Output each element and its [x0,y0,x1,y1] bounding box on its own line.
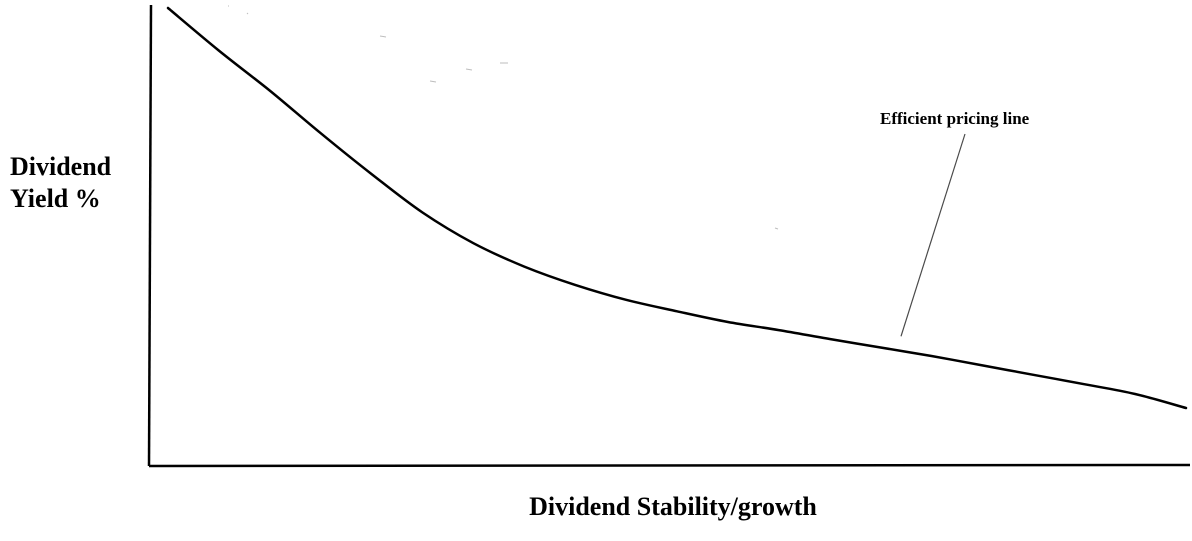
annotation-efficient-pricing-line: Efficient pricing line [880,109,1030,128]
y-axis-label-line-1: Dividend [10,152,112,181]
y-axis-line [147,4,153,467]
annotation-leader-line [900,133,966,337]
scan-specks [228,5,779,230]
y-axis-label-line-2: Yield % [10,184,101,213]
x-axis-label: Dividend Stability/growth [529,492,817,521]
x-axis-line [148,463,1191,468]
efficient-pricing-curve [166,6,1188,410]
